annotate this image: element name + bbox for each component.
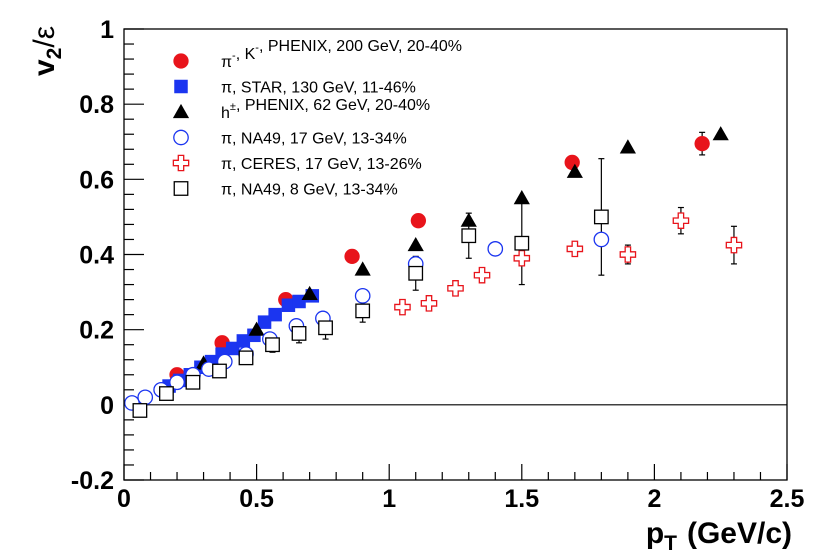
x-axis-title-unit: (GeV/c)	[687, 517, 792, 550]
legend: π-, K-, PHENIX, 200 GeV, 20-40%π, STAR, …	[172, 38, 462, 199]
x-axis-title-subscript: T	[664, 532, 677, 555]
open-square-point	[238, 350, 254, 366]
y-tick-label: 0.8	[79, 91, 114, 119]
open-cross-point	[513, 249, 531, 267]
x-tick-labels: 0 0.5 1 1.5 2 2.5	[117, 485, 804, 513]
x-axis-title-main: p	[646, 517, 664, 550]
open-circle-point	[354, 287, 371, 304]
open-cross-point	[394, 298, 411, 316]
open-cross-point	[566, 240, 584, 258]
legend-marker	[173, 53, 189, 69]
x-tick-label: 2.5	[770, 485, 805, 513]
x-tick-label: 0	[117, 485, 131, 513]
legend-marker	[173, 181, 189, 196]
legend-marker	[172, 154, 190, 172]
filled-square-point	[292, 294, 306, 309]
open-square-point	[132, 403, 148, 418]
filled-triangle-point	[712, 126, 729, 141]
y-axis-title: v2/ε	[28, 26, 66, 76]
open-square-point	[355, 303, 371, 319]
legend-entry-label: π, NA49, 8 GeV, 13-34%	[221, 182, 398, 199]
legend-marker	[174, 79, 188, 94]
legend-text-part: π, STAR, 130 GeV, 11-46%	[221, 80, 416, 97]
y-tick-labels: -0.2 0 0.2 0.4 0.6 0.8 1	[71, 16, 114, 495]
filled-circle-point	[214, 335, 230, 351]
legend-text-part: π, NA49, 8 GeV, 13-34%	[221, 182, 398, 199]
legend-text-part: h	[221, 105, 230, 122]
open-cross-point	[672, 212, 690, 229]
y-tick-label: -0.2	[71, 467, 114, 495]
open-cross-point	[447, 280, 464, 297]
open-square-point	[461, 228, 477, 244]
x-tick-label: 2	[647, 485, 661, 513]
y-tick-label: 0	[100, 392, 114, 420]
filled-triangle-point	[513, 190, 530, 205]
x-axis-title: pT (GeV/c)	[646, 517, 792, 555]
legend-marker	[173, 129, 189, 146]
y-axis-title-main: v	[28, 59, 61, 76]
filled-square-point	[236, 334, 251, 348]
open-square-point	[159, 386, 174, 401]
legend-entry-label: h±, PHENIX, 62 GeV, 20-40%	[221, 97, 430, 122]
x-tick-label: 0.5	[239, 485, 274, 513]
legend-marker	[172, 103, 190, 119]
y-tick-label: 1	[100, 16, 114, 44]
open-square-point	[408, 265, 424, 281]
data-points-layer	[124, 126, 743, 418]
filled-square-point	[257, 315, 272, 329]
legend-entry-label: π, NA49, 17 GeV, 13-34%	[221, 131, 407, 148]
filled-square-point	[225, 341, 240, 356]
y-axis-title-tail: /ε	[28, 26, 61, 48]
filled-square-point	[268, 307, 282, 322]
legend-superscript: ±	[230, 101, 236, 113]
filled-circle-point	[564, 154, 580, 171]
open-cross-point	[420, 295, 438, 312]
open-square-point	[514, 235, 530, 251]
open-circle-point	[593, 231, 610, 248]
legend-text-part: , PHENIX, 62 GeV, 20-40%	[236, 97, 430, 114]
open-square-point	[318, 320, 333, 336]
open-square-point	[291, 326, 307, 341]
open-square-point	[265, 337, 280, 353]
legend-text-part: , PHENIX, 200 GeV, 20-40%	[259, 38, 462, 55]
filled-circle-point	[410, 213, 427, 229]
x-tick-label: 1.5	[504, 485, 539, 513]
x-tick-label: 1	[382, 485, 396, 513]
filled-square-point	[281, 298, 296, 312]
y-tick-label: 0.2	[79, 317, 114, 345]
legend-text-part: π, NA49, 17 GeV, 13-34%	[221, 131, 407, 148]
open-circle-point	[487, 241, 504, 257]
legend-entry-label: π, CERES, 17 GeV, 13-26%	[221, 156, 422, 173]
open-square-point	[593, 209, 609, 225]
legend-entry-label: π, STAR, 130 GeV, 11-46%	[221, 80, 416, 97]
open-cross-point	[473, 266, 491, 284]
open-circle-point	[137, 389, 154, 406]
legend-superscript: -	[232, 50, 236, 62]
filled-triangle-point	[248, 321, 265, 336]
filled-triangle-point	[407, 237, 424, 252]
y-tick-label: 0.4	[79, 242, 114, 270]
y-axis-title-subscript: 2	[43, 48, 66, 60]
filled-circle-point	[694, 135, 710, 152]
filled-triangle-point	[460, 212, 477, 227]
open-square-point	[185, 374, 201, 390]
open-circle-point	[169, 374, 185, 391]
open-cross-point	[725, 236, 743, 254]
filled-triangle-point	[354, 261, 371, 276]
legend-text-part: π	[221, 54, 232, 71]
legend-entry-label: π-, K-, PHENIX, 200 GeV, 20-40%	[221, 38, 462, 71]
legend-text-part: π, CERES, 17 GeV, 13-26%	[221, 156, 422, 173]
y-tick-label: 0.6	[79, 166, 114, 194]
open-cross-point	[619, 246, 637, 263]
filled-triangle-point	[301, 285, 318, 301]
filled-circle-point	[344, 248, 360, 265]
filled-triangle-point	[619, 139, 636, 154]
filled-triangle-point	[566, 163, 583, 178]
legend-text-part: , K	[236, 46, 256, 63]
open-square-point	[212, 363, 227, 379]
legend-superscript: -	[255, 42, 259, 54]
plot-frame	[123, 28, 788, 481]
